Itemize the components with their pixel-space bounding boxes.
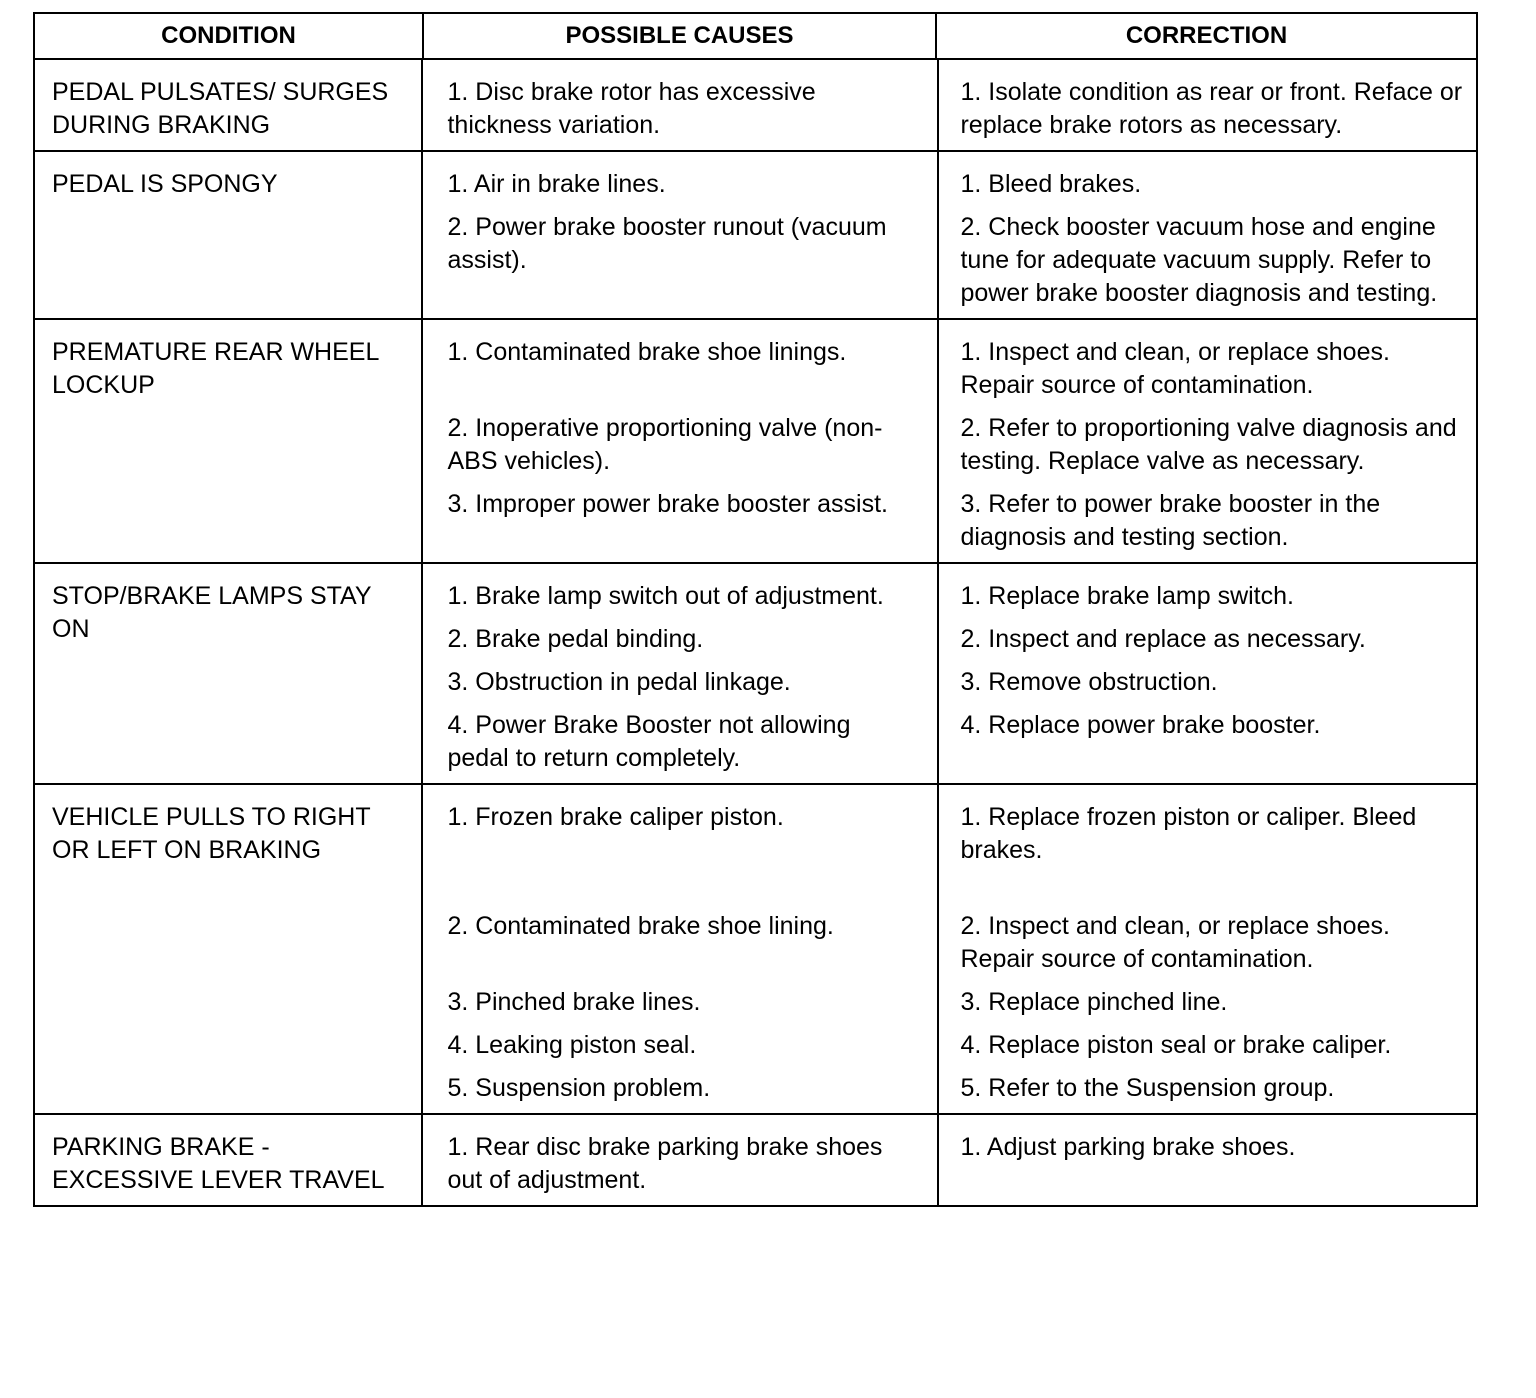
correction: 1. Isolate condition as rear or front. R… xyxy=(960,78,1463,139)
correction: 2. Inspect and replace as necessary. xyxy=(960,625,1366,653)
possible-cause: 1. Rear disc brake parking brake shoes o… xyxy=(447,1133,883,1194)
header-row: CONDITION POSSIBLE CAUSES CORRECTION xyxy=(35,14,1476,58)
cause-correction-pair: 4. Leaking piston seal. 4. Replace piston… xyxy=(423,1029,1476,1062)
condition-cell: PREMATURE REAR WHEEL LOCKUP xyxy=(35,320,424,562)
possible-cause: 3. Improper power brake booster assist. xyxy=(447,490,888,518)
correction: 4. Replace power brake booster. xyxy=(960,711,1321,739)
table-row: PREMATURE REAR WHEEL LOCKUP 1. Contaminat… xyxy=(35,318,1476,562)
possible-cause: 2. Contaminated brake shoe lining. xyxy=(447,912,834,940)
possible-cause: 3. Obstruction in pedal linkage. xyxy=(447,668,791,696)
cause-correction-pair: 2. Inoperative proportioning valve (non-… xyxy=(423,412,1476,478)
possible-cause: 4. Power Brake Booster not allowing peda… xyxy=(447,711,851,772)
possible-cause: 5. Suspension problem. xyxy=(447,1074,711,1102)
possible-cause: 2. Brake pedal binding. xyxy=(447,625,704,653)
correction: 2. Check booster vacuum hose and engine … xyxy=(960,213,1438,307)
possible-cause: 1. Frozen brake caliper piston. xyxy=(447,803,784,831)
table-row: VEHICLE PULLS TO RIGHT OR LEFT ON BRAKIN… xyxy=(35,783,1476,1113)
correction: 3. Refer to power brake booster in the d… xyxy=(960,490,1381,551)
cause-correction-pair: 1. Brake lamp switch out of adjustment. 1… xyxy=(423,580,1476,613)
cause-correction-pair: 5. Suspension problem. 5. Refer to the Su… xyxy=(423,1072,1476,1105)
condition-cell: PEDAL PULSATES/ SURGES DURING BRAKING xyxy=(35,60,424,150)
header-correction: CORRECTION xyxy=(1125,22,1288,49)
correction: 2. Inspect and clean, or replace shoes. … xyxy=(960,912,1390,973)
correction: 1. Bleed brakes. xyxy=(960,170,1142,198)
causes-corrections: 1. Frozen brake caliper piston. 1. Replac… xyxy=(423,785,1476,1113)
cause-correction-pair: 2. Brake pedal binding. 2. Inspect and re… xyxy=(423,623,1476,656)
condition-cell: PEDAL IS SPONGY xyxy=(35,152,424,318)
column-divider xyxy=(937,1115,939,1205)
cause-correction-pair: 3. Pinched brake lines. 3. Replace pinche… xyxy=(423,986,1476,1019)
possible-cause: 1. Air in brake lines. xyxy=(447,170,666,198)
causes-corrections: 1. Brake lamp switch out of adjustment. 1… xyxy=(423,564,1476,783)
correction: 2. Refer to proportioning valve diagnosi… xyxy=(960,414,1457,475)
table-row: STOP/BRAKE LAMPS STAY ON 1. Brake lamp sw… xyxy=(35,562,1476,783)
possible-cause: 1. Contaminated brake shoe linings. xyxy=(447,338,847,366)
possible-cause: 4. Leaking piston seal. xyxy=(447,1031,697,1059)
cause-correction-pair: 1. Frozen brake caliper piston. 1. Replac… xyxy=(423,801,1476,900)
correction: 3. Remove obstruction. xyxy=(960,668,1218,696)
cause-correction-pair: 2. Contaminated brake shoe lining. 2. Ins… xyxy=(423,910,1476,976)
correction: 1. Replace brake lamp switch. xyxy=(960,582,1294,610)
cause-correction-pair: 1. Disc brake rotor has excessive thickn… xyxy=(423,76,1476,142)
correction: 1. Replace frozen piston or caliper. Ble… xyxy=(960,803,1417,864)
correction: 4. Replace piston seal or brake caliper. xyxy=(960,1031,1392,1059)
causes-corrections: 1. Contaminated brake shoe linings. 1. In… xyxy=(423,320,1476,562)
cause-correction-pair: 3. Obstruction in pedal linkage. 3. Remov… xyxy=(423,666,1476,699)
possible-cause: 1. Brake lamp switch out of adjustment. xyxy=(447,582,884,610)
possible-cause: 3. Pinched brake lines. xyxy=(447,988,701,1016)
cause-correction-pair: 1. Air in brake lines. 1. Bleed brakes. xyxy=(423,168,1476,201)
causes-corrections: 1. Rear disc brake parking brake shoes o… xyxy=(423,1115,1476,1205)
correction: 1. Inspect and clean, or replace shoes. … xyxy=(960,338,1390,399)
condition-cell: VEHICLE PULLS TO RIGHT OR LEFT ON BRAKIN… xyxy=(35,785,424,1113)
column-divider xyxy=(937,320,939,562)
cause-correction-pair: 1. Rear disc brake parking brake shoes o… xyxy=(423,1131,1476,1197)
table-row: PEDAL PULSATES/ SURGES DURING BRAKING 1. … xyxy=(35,58,1476,150)
correction: 5. Refer to the Suspension group. xyxy=(960,1074,1335,1102)
possible-cause: 1. Disc brake rotor has excessive thickn… xyxy=(447,78,816,139)
header-condition: CONDITION xyxy=(35,14,424,58)
diagnosis-table: CONDITION POSSIBLE CAUSES CORRECTION PED… xyxy=(33,12,1478,1207)
causes-corrections: 1. Disc brake rotor has excessive thickn… xyxy=(423,60,1476,150)
cause-correction-pair: 2. Power brake booster runout (vacuum as… xyxy=(423,211,1476,310)
cause-correction-pair: 1. Contaminated brake shoe linings. 1. In… xyxy=(423,336,1476,402)
correction: 1. Adjust parking brake shoes. xyxy=(960,1133,1296,1161)
condition-cell: PARKING BRAKE - EXCESSIVE LEVER TRAVEL xyxy=(35,1115,424,1205)
column-divider xyxy=(937,60,939,150)
column-divider xyxy=(937,152,939,318)
table-row: PARKING BRAKE - EXCESSIVE LEVER TRAVEL 1.… xyxy=(35,1113,1476,1205)
possible-cause: 2. Inoperative proportioning valve (non-… xyxy=(447,414,883,475)
column-divider xyxy=(937,785,939,1113)
condition-cell: STOP/BRAKE LAMPS STAY ON xyxy=(35,564,424,783)
possible-cause: 2. Power brake booster runout (vacuum as… xyxy=(447,213,887,274)
cause-correction-pair: 4. Power Brake Booster not allowing peda… xyxy=(423,709,1476,775)
column-divider xyxy=(937,564,939,783)
causes-corrections: 1. Air in brake lines. 1. Bleed brakes. 2.… xyxy=(423,152,1476,318)
cause-correction-pair: 3. Improper power brake booster assist. 3… xyxy=(423,488,1476,554)
table-row: PEDAL IS SPONGY 1. Air in brake lines. 1. … xyxy=(35,150,1476,318)
correction: 3. Replace pinched line. xyxy=(960,988,1228,1016)
header-possible-causes: POSSIBLE CAUSES xyxy=(424,14,937,58)
